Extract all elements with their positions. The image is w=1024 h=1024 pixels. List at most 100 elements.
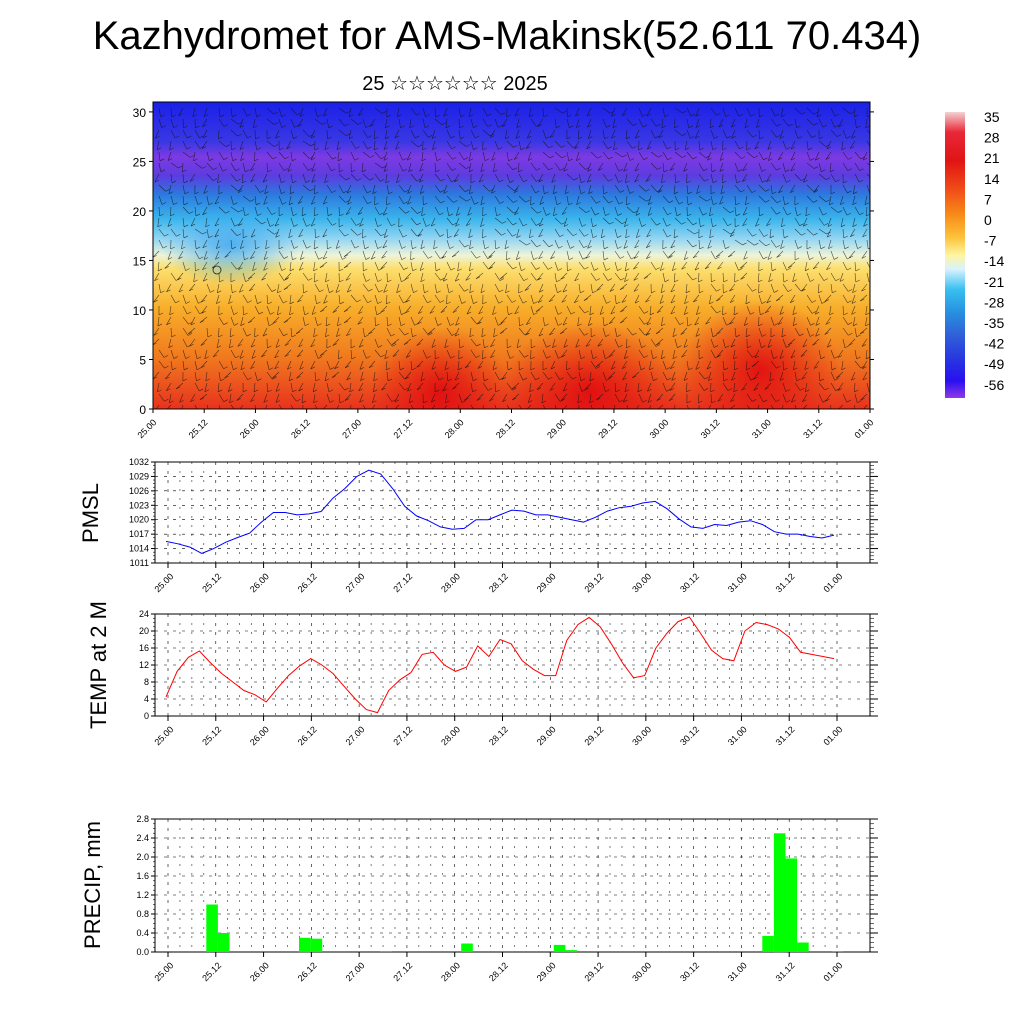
heatmap-x-tick-label: 01.00 (852, 417, 875, 440)
heatmap-y-tick-label: 25 (133, 155, 147, 169)
colorbar: 35 28 21 14 7 0 -7 -14 -21 -28 -35 -42 -49 -56 (945, 109, 1004, 398)
precip-bar (461, 943, 473, 952)
temp-y-tick-label: 20 (139, 626, 149, 636)
pmsl-x-tick-label: 31.12 (774, 571, 797, 594)
temp-y-tick-label: 12 (139, 660, 149, 670)
temp-x-tick-label: 29.12 (582, 724, 605, 747)
precip-x-tick-label: 25.00 (152, 960, 175, 983)
precip-x-tick-label: 25.12 (200, 960, 223, 983)
pmsl-x-tick-label: 31.00 (726, 571, 749, 594)
precip-bar (773, 833, 786, 953)
precip-y-tick-label: 0.0 (136, 947, 149, 957)
colorbar-label: 28 (984, 130, 1000, 146)
temp-x-tick-label: 01.00 (821, 724, 844, 747)
precip-axis-title: PRECIP, mm (80, 821, 105, 949)
precip-axes: 0.0 0.4 0.8 1.2 1.6 2.0 2.4 2.8 25.00 25.12 26.00 2… (136, 814, 878, 983)
pmsl-x-tick-label: 29.12 (582, 571, 605, 594)
heatmap-x-tick-label: 25.00 (135, 417, 158, 440)
temp-x-tick-label: 25.12 (200, 724, 223, 747)
precip-y-tick-label: 2.0 (136, 852, 149, 862)
temp-x-tick-label: 26.00 (248, 724, 271, 747)
pmsl-y-tick-label: 1026 (129, 486, 149, 496)
temp-y-tick-label: 4 (144, 694, 149, 704)
temp-x-tick-label: 31.12 (774, 724, 797, 747)
pmsl-x-tick-label: 29.00 (535, 571, 558, 594)
colorbar-label: -14 (984, 253, 1004, 269)
temp-x-tick-label: 28.00 (439, 724, 462, 747)
temp-x-tick-label: 25.00 (152, 724, 175, 747)
precip-bar (797, 942, 809, 952)
heatmap-x-tick-label: 29.12 (596, 417, 619, 440)
warm-core-1 (370, 327, 510, 409)
precip-x-tick-label: 01.00 (821, 960, 844, 983)
temp-x-tick-label: 29.00 (535, 724, 558, 747)
precip-y-tick-label: 2.4 (136, 833, 149, 843)
precip-bar (553, 944, 566, 952)
heatmap-x-tick-label: 28.12 (494, 417, 517, 440)
heatmap-x-tick-label: 29.00 (545, 417, 568, 440)
heatmap-y-tick-label: 15 (133, 254, 147, 268)
precip-bar (380, 951, 392, 952)
heatmap-x-axis: 25.00 25.12 26.00 26.12 27.00 27.12 28.00 28.12… (135, 409, 875, 440)
pmsl-x-tick-label: 26.00 (248, 571, 271, 594)
colorbar-labels: 35 28 21 14 7 0 -7 -14 -21 -28 -35 -42 -49 -56 (984, 109, 1004, 393)
precip-x-tick-label: 27.12 (391, 960, 414, 983)
colorbar-label: -35 (984, 315, 1004, 331)
precip-x-tick-label: 26.12 (296, 960, 319, 983)
chart-title: Kazhydromet for AMS-Makinsk(52.611 70.43… (92, 14, 922, 58)
temp-x-tick-label: 28.12 (487, 724, 510, 747)
temp-x-tick-label: 31.00 (726, 724, 749, 747)
colorbar-label: -21 (984, 274, 1004, 290)
temp-axes: 0 4 8 12 16 20 24 25.00 25.12 26.00 26.12 27.00 27.1… (139, 609, 878, 747)
pmsl-x-tick-label: 25.00 (152, 571, 175, 594)
temp-x-tick-label: 30.00 (630, 724, 653, 747)
chart-subtitle: 25 ☆☆☆☆☆☆ 2025 (362, 73, 548, 95)
heatmap-y-tick-label: 20 (133, 205, 147, 219)
wind-barbs (153, 107, 870, 409)
precip-x-tick-label: 28.00 (439, 960, 462, 983)
temp-y-tick-label: 16 (139, 643, 149, 653)
precip-panel: PRECIP, mm 0.0 0.4 0.8 1.2 1.6 2.0 2.4 2.8 25.00… (80, 814, 878, 983)
pmsl-x-tick-label: 28.12 (487, 571, 510, 594)
heatmap-x-tick-label: 27.00 (340, 417, 363, 440)
pmsl-y-tick-label: 1020 (129, 515, 149, 525)
heatmap-x-tick-label: 27.12 (391, 417, 414, 440)
precip-x-tick-label: 31.00 (726, 960, 749, 983)
pmsl-y-tick-label: 1023 (129, 500, 149, 510)
temp-y-tick-label: 0 (144, 711, 149, 721)
heatmap-y-axis: 0 5 10 15 20 25 30 (133, 106, 874, 417)
colorbar-scale (945, 112, 965, 398)
temp-series-line (165, 616, 835, 714)
temp-x-tick-label: 27.12 (391, 724, 414, 747)
heatmap-y-tick-label: 5 (139, 353, 146, 367)
precip-bar (217, 933, 230, 952)
precip-x-tick-label: 30.12 (678, 960, 701, 983)
temp-y-tick-label: 8 (144, 677, 149, 687)
heatmap-x-tick-label: 26.12 (289, 417, 312, 440)
temp-axis-title: TEMP at 2 M (86, 601, 111, 729)
precip-bars (206, 833, 844, 953)
pmsl-y-tick-label: 1032 (129, 457, 149, 467)
temp-x-tick-label: 26.12 (296, 724, 319, 747)
heatmap-x-tick-label: 31.00 (750, 417, 773, 440)
precip-x-tick-label: 29.12 (582, 960, 605, 983)
precip-y-tick-label: 0.4 (136, 928, 149, 938)
pmsl-axes: 1011 1014 1017 1020 1023 1026 1029 1032 25.00 25.… (129, 457, 878, 594)
heatmap-y-tick-label: 0 (139, 403, 146, 417)
precip-y-tick-label: 1.6 (136, 871, 149, 881)
precip-x-tick-label: 29.00 (535, 960, 558, 983)
pmsl-y-tick-label: 1011 (130, 558, 149, 568)
pmsl-series-line (165, 469, 835, 554)
precip-bar (785, 858, 798, 952)
colorbar-label: -56 (984, 377, 1004, 393)
precip-bar (310, 938, 323, 952)
pmsl-panel: PMSL 1011 1014 1017 1020 1023 1026 1029 1032 25.… (78, 457, 878, 594)
precip-bar (762, 935, 774, 952)
precip-x-tick-label: 31.12 (774, 960, 797, 983)
colorbar-label: 14 (984, 171, 1000, 187)
temp-panel: TEMP at 2 M 0 4 8 12 16 20 24 25.00 25.12 26.00 26… (86, 601, 878, 747)
precip-x-tick-label: 28.12 (487, 960, 510, 983)
precip-x-tick-label: 26.00 (248, 960, 271, 983)
warm-core-2 (500, 322, 680, 409)
precip-y-tick-label: 2.8 (136, 814, 149, 824)
